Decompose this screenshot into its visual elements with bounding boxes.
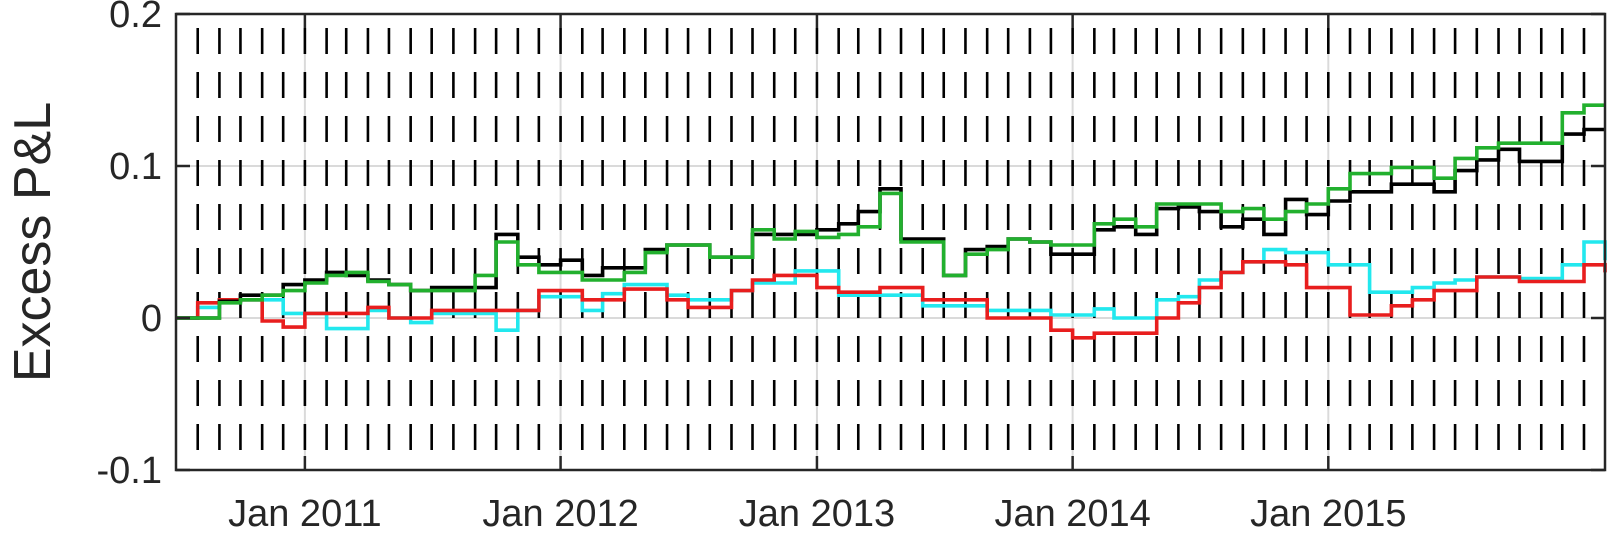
y-tick-label-0: -0.1 bbox=[97, 450, 162, 492]
x-tick-label-4: Jan 2015 bbox=[1250, 493, 1406, 535]
y-axis-label: Excess P&L bbox=[4, 102, 62, 382]
series-line-0 bbox=[176, 240, 1607, 332]
x-tick-label-3: Jan 2014 bbox=[994, 493, 1150, 535]
series-line-3 bbox=[176, 103, 1605, 320]
series-lines bbox=[176, 103, 1607, 340]
x-tick-label-1: Jan 2012 bbox=[482, 493, 638, 535]
plot-frame bbox=[174, 12, 1607, 472]
x-tick-label-0: Jan 2011 bbox=[228, 493, 382, 535]
y-tick-label-3: 0.2 bbox=[109, 0, 162, 36]
y-axis-ticks: -0.1 0 0.1 0.2 bbox=[97, 0, 1605, 492]
y-tick-label-2: 0.1 bbox=[109, 146, 162, 188]
x-axis-ticks: Jan 2011 Jan 2012 Jan 2013 Jan 2014 Jan 2015 bbox=[228, 14, 1406, 535]
series-line-1 bbox=[176, 260, 1607, 340]
y-tick-label-1: 0 bbox=[141, 298, 162, 340]
x-tick-label-2: Jan 2013 bbox=[739, 493, 895, 535]
